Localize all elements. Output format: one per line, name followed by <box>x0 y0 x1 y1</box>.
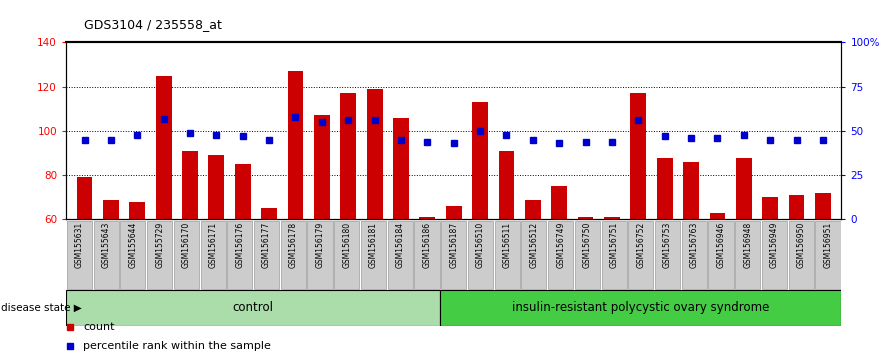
Bar <box>414 221 440 289</box>
Bar <box>446 206 462 219</box>
Text: GSM156950: GSM156950 <box>796 222 806 268</box>
Bar <box>655 221 680 289</box>
Bar <box>103 200 119 219</box>
Bar <box>736 221 760 289</box>
Text: GSM156752: GSM156752 <box>636 222 646 268</box>
Bar <box>574 221 600 289</box>
Text: GSM156763: GSM156763 <box>690 222 699 268</box>
Text: GSM156181: GSM156181 <box>369 222 378 268</box>
Bar <box>468 221 493 289</box>
Bar <box>393 118 409 219</box>
Bar <box>130 202 145 219</box>
Text: control: control <box>233 302 274 314</box>
Text: GSM156178: GSM156178 <box>289 222 298 268</box>
Text: GSM155631: GSM155631 <box>75 222 84 268</box>
Bar <box>67 221 92 289</box>
Text: GSM156180: GSM156180 <box>343 222 352 268</box>
Text: GSM156946: GSM156946 <box>716 222 726 268</box>
Bar <box>66 290 440 326</box>
Text: GSM156176: GSM156176 <box>235 222 244 268</box>
Bar <box>340 93 356 219</box>
Bar <box>631 93 647 219</box>
Bar <box>287 71 303 219</box>
Bar <box>121 221 145 289</box>
Bar <box>815 193 831 219</box>
Bar <box>628 221 654 289</box>
Bar <box>388 221 413 289</box>
Text: GSM156948: GSM156948 <box>744 222 752 268</box>
Bar <box>578 217 594 219</box>
Text: GSM156951: GSM156951 <box>824 222 833 268</box>
Text: GSM156750: GSM156750 <box>583 222 592 268</box>
Text: percentile rank within the sample: percentile rank within the sample <box>83 341 271 351</box>
Bar <box>604 217 620 219</box>
Text: GSM156171: GSM156171 <box>209 222 218 268</box>
Bar <box>209 155 225 219</box>
Bar <box>602 221 626 289</box>
Text: GSM155644: GSM155644 <box>129 222 137 268</box>
Text: GSM156512: GSM156512 <box>529 222 538 268</box>
Bar <box>788 221 814 289</box>
Bar <box>472 102 488 219</box>
Text: GSM156177: GSM156177 <box>262 222 271 268</box>
Bar <box>683 162 699 219</box>
Text: disease state ▶: disease state ▶ <box>1 303 82 313</box>
Bar <box>307 221 333 289</box>
Bar <box>261 209 277 219</box>
Bar <box>254 221 279 289</box>
Bar <box>235 164 251 219</box>
Bar <box>522 221 546 289</box>
Bar <box>682 221 707 289</box>
Bar <box>552 186 567 219</box>
Bar <box>762 221 787 289</box>
Bar <box>77 177 93 219</box>
Bar <box>366 89 382 219</box>
Bar <box>227 221 253 289</box>
Bar <box>708 221 734 289</box>
Text: GSM156186: GSM156186 <box>423 222 432 268</box>
Bar <box>816 221 840 289</box>
Bar <box>736 158 751 219</box>
Text: GSM156184: GSM156184 <box>396 222 404 268</box>
Bar <box>201 221 226 289</box>
Text: GSM156510: GSM156510 <box>476 222 485 268</box>
Bar <box>788 195 804 219</box>
Bar <box>494 221 520 289</box>
Text: GSM156179: GSM156179 <box>315 222 324 268</box>
Text: GSM156187: GSM156187 <box>449 222 458 268</box>
Text: GSM156170: GSM156170 <box>181 222 191 268</box>
Text: GSM155643: GSM155643 <box>101 222 111 268</box>
Bar <box>709 213 725 219</box>
Text: GSM156511: GSM156511 <box>503 222 512 268</box>
Bar <box>499 151 515 219</box>
Text: GSM156749: GSM156749 <box>556 222 565 268</box>
Bar <box>281 221 306 289</box>
Bar <box>762 197 778 219</box>
Text: GSM156753: GSM156753 <box>663 222 672 268</box>
Bar <box>182 151 198 219</box>
Bar <box>441 221 466 289</box>
Bar <box>361 221 386 289</box>
Text: GSM156751: GSM156751 <box>610 222 618 268</box>
Bar <box>548 221 574 289</box>
Bar <box>419 217 435 219</box>
Bar <box>314 115 329 219</box>
Text: GDS3104 / 235558_at: GDS3104 / 235558_at <box>84 18 221 31</box>
Bar <box>156 76 172 219</box>
Text: GSM156949: GSM156949 <box>770 222 779 268</box>
Bar <box>334 221 359 289</box>
Text: GSM155729: GSM155729 <box>155 222 164 268</box>
Text: count: count <box>83 322 115 332</box>
Bar <box>525 200 541 219</box>
Text: insulin-resistant polycystic ovary syndrome: insulin-resistant polycystic ovary syndr… <box>512 302 769 314</box>
Bar <box>93 221 119 289</box>
Bar <box>656 158 672 219</box>
Bar <box>440 290 841 326</box>
Bar <box>147 221 172 289</box>
Bar <box>174 221 199 289</box>
